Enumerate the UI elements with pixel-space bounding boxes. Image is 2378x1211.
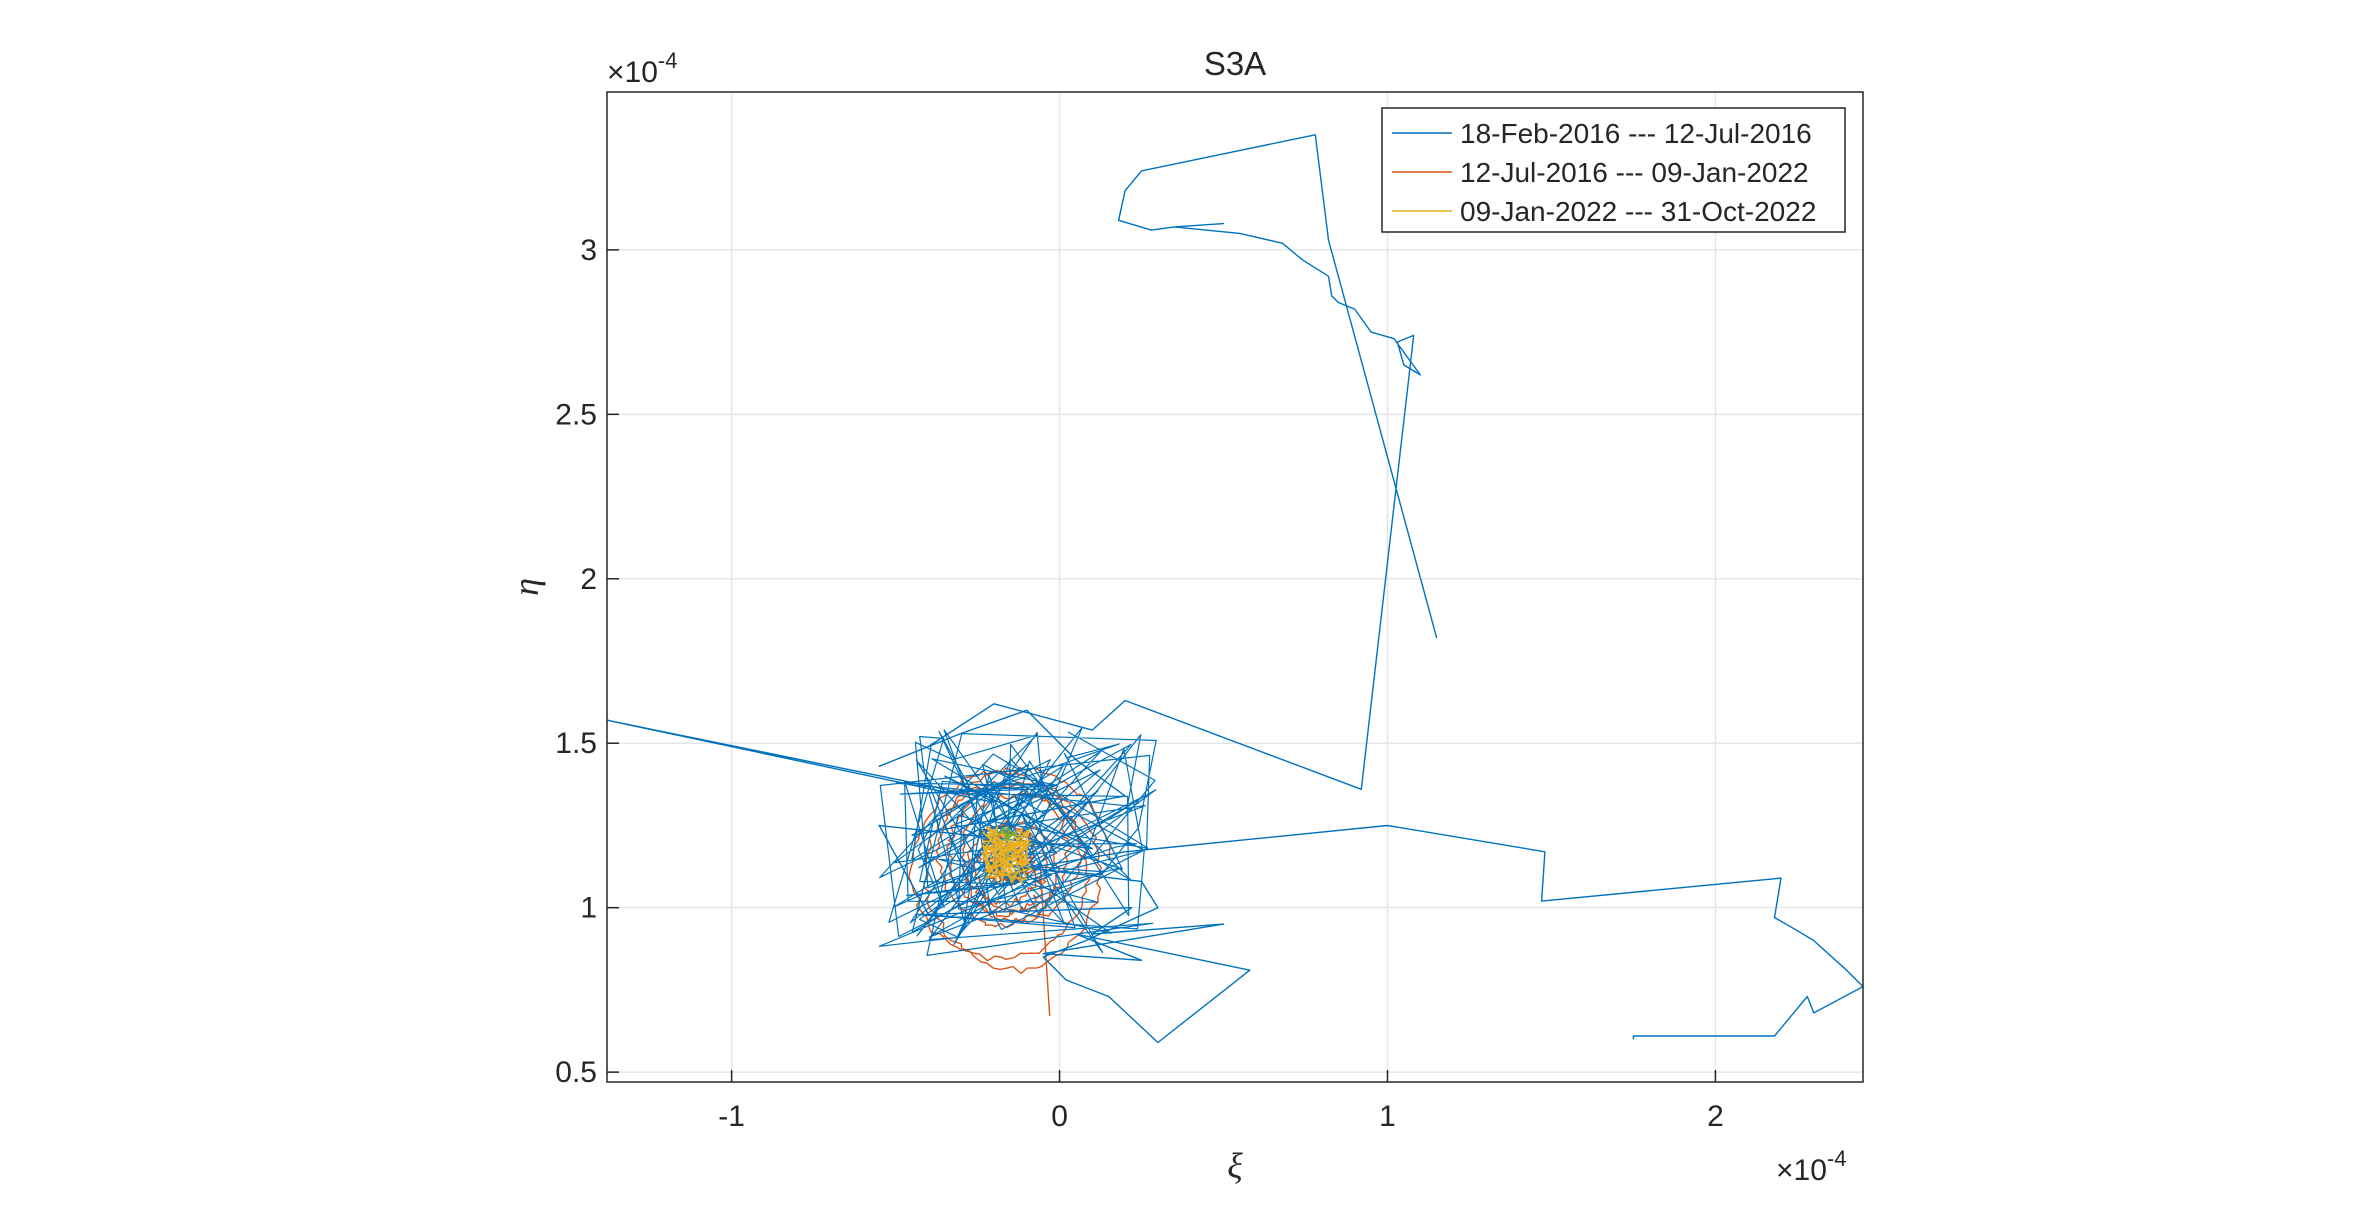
y-exponent-power: -4: [658, 48, 678, 73]
legend-entry: 09-Jan-2022 --- 31-Oct-2022: [1460, 196, 1816, 227]
y-tick-label: 3: [580, 234, 597, 267]
y-tick-label: 2.5: [555, 398, 597, 431]
x-exponent-power: -4: [1827, 1146, 1847, 1171]
y-axis-label: η: [506, 578, 546, 596]
y-exponent-base: ×10: [607, 56, 658, 89]
ticks: -1 0 1 2 0.5 1 1.5 2 2.5 3: [555, 234, 1723, 1133]
series-1-line: [607, 134, 1863, 1044]
chart-title: S3A: [1204, 45, 1266, 82]
y-tick-label: 1.5: [555, 727, 597, 760]
legend[interactable]: 18-Feb-2016 --- 12-Jul-2016 12-Jul-2016 -…: [1381, 107, 1846, 233]
x-exponent-label: ×10-4: [1776, 1146, 1846, 1187]
svg-text:×10-4: ×10-4: [607, 48, 677, 89]
legend-entry: 18-Feb-2016 --- 12-Jul-2016: [1460, 118, 1812, 149]
series-3-line: [981, 825, 1033, 884]
x-tick-label: 2: [1707, 1100, 1724, 1133]
legend-entry: 12-Jul-2016 --- 09-Jan-2022: [1460, 157, 1809, 188]
svg-text:×10-4: ×10-4: [1776, 1146, 1846, 1187]
y-exponent-label: ×10-4: [607, 48, 677, 89]
legend-box: [1381, 107, 1846, 233]
x-axis-label: ξ: [1227, 1146, 1243, 1186]
axes-box: [606, 91, 1864, 1083]
x-tick-label: 0: [1051, 1100, 1068, 1133]
y-tick-label: 2: [580, 563, 597, 596]
x-tick-label: 1: [1379, 1100, 1396, 1133]
x-tick-label: -1: [718, 1100, 745, 1133]
series-1-cluster: [878, 726, 1157, 957]
series-group: [607, 134, 1863, 1044]
y-tick-label: 0.5: [555, 1056, 597, 1089]
series-3-accent: [996, 825, 1016, 842]
y-tick-label: 1: [580, 892, 597, 925]
grid: [607, 92, 1863, 1082]
x-exponent-base: ×10: [1776, 1154, 1827, 1187]
plot-area: [607, 134, 1863, 1044]
